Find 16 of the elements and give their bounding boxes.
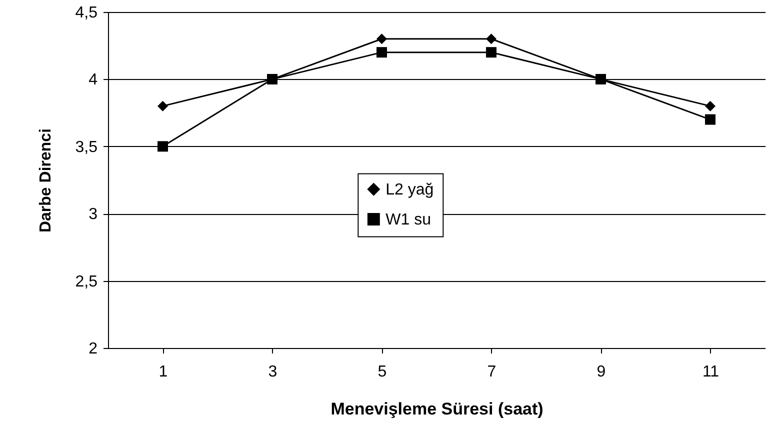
y-tick-label: 4 (88, 72, 98, 89)
x-tick-label: 9 (596, 364, 606, 380)
x-tick-label: 5 (378, 364, 387, 380)
y-tick-label: 3,5 (75, 138, 98, 156)
y-tick-label: 2 (88, 340, 98, 358)
legend-label: W1 su (386, 211, 432, 228)
x-tick-label: 11 (702, 364, 720, 380)
x-tick-label: 1 (158, 364, 168, 380)
legend-label: L2 yağ (386, 181, 434, 198)
y-tick-label: 3 (88, 206, 98, 224)
x-axis-title: Menevişleme Süresi (saat) (330, 400, 544, 418)
y-axis-title: Darbe Direnci (37, 128, 54, 233)
y-tick-label: 2,5 (75, 273, 98, 290)
x-tick-label: 7 (487, 364, 496, 380)
y-tick-label: 4,5 (75, 4, 98, 22)
x-tick-label: 3 (268, 364, 278, 380)
